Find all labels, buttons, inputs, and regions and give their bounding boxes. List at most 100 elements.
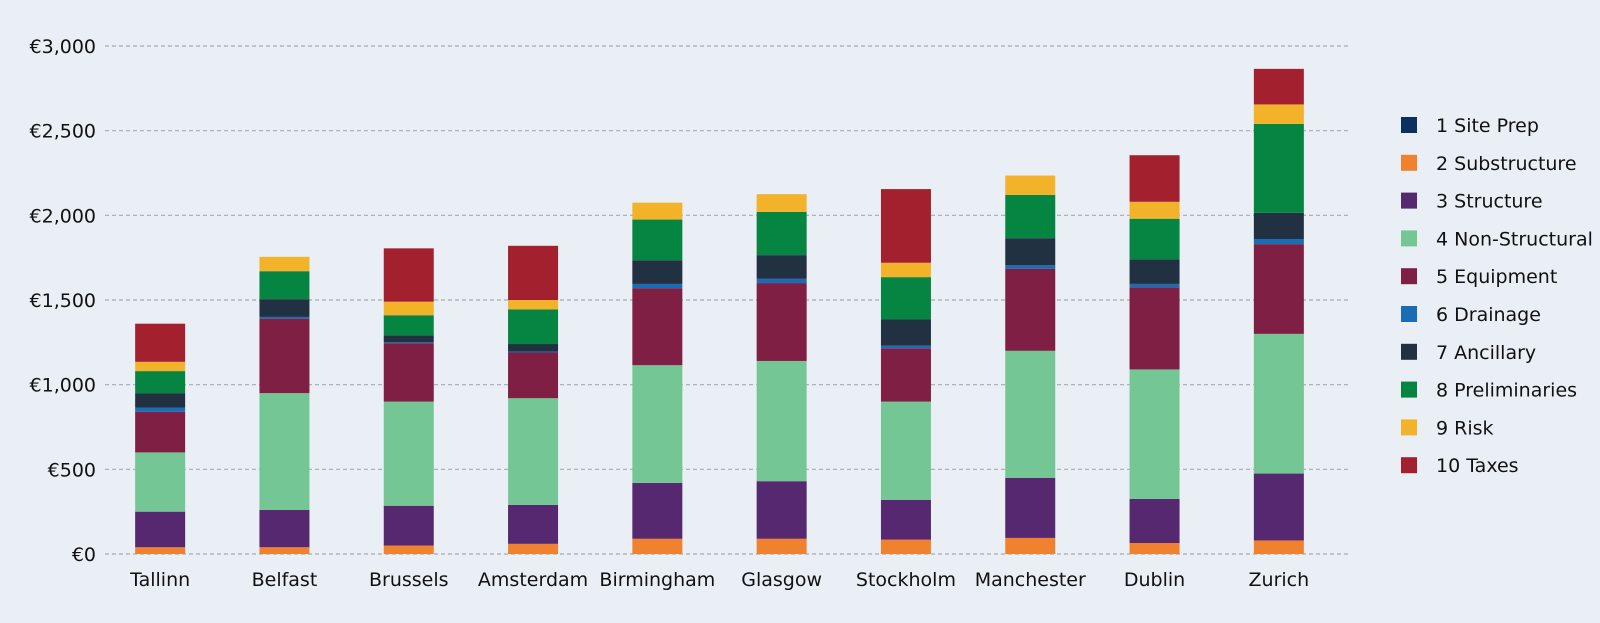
bar-segment-manchester-2[interactable] (1005, 537, 1056, 554)
legend-item[interactable]: 10 Taxes (1401, 455, 1519, 477)
bar-segment-zurich-2[interactable] (1253, 540, 1304, 554)
bar-segment-belfast-9[interactable] (259, 256, 310, 272)
bar-segment-amsterdam-9[interactable] (508, 300, 559, 310)
bar-segment-manchester-5[interactable] (1005, 268, 1056, 351)
legend-item[interactable]: 5 Equipment (1401, 266, 1557, 288)
bar-segment-zurich-8[interactable] (1253, 123, 1304, 213)
bar-segment-glasgow-4[interactable] (756, 360, 807, 482)
bar-segment-dublin-4[interactable] (1129, 369, 1180, 499)
bar-segment-belfast-2[interactable] (259, 547, 310, 554)
bar-segment-glasgow-3[interactable] (756, 481, 807, 539)
bar-stack-amsterdam[interactable] (508, 245, 559, 554)
bar-segment-zurich-5[interactable] (1253, 244, 1304, 334)
bar-segment-tallinn-10[interactable] (135, 323, 186, 362)
bar-segment-belfast-7[interactable] (259, 299, 310, 317)
bar-segment-belfast-8[interactable] (259, 271, 310, 300)
bar-segment-birmingham-9[interactable] (632, 202, 683, 220)
bar-stack-brussels[interactable] (383, 248, 434, 554)
bar-segment-amsterdam-4[interactable] (508, 398, 559, 505)
bar-segment-stockholm-6[interactable] (880, 345, 931, 349)
bar-segment-stockholm-2[interactable] (880, 539, 931, 554)
legend-item[interactable]: 1 Site Prep (1401, 115, 1539, 137)
bar-segment-glasgow-8[interactable] (756, 211, 807, 256)
bar-segment-dublin-2[interactable] (1129, 542, 1180, 554)
bar-segment-dublin-10[interactable] (1129, 155, 1180, 202)
bar-segment-zurich-6[interactable] (1253, 239, 1304, 245)
bar-segment-amsterdam-6[interactable] (508, 351, 559, 353)
bar-segment-zurich-7[interactable] (1253, 212, 1304, 240)
bar-segment-birmingham-6[interactable] (632, 283, 683, 289)
bar-segment-tallinn-9[interactable] (135, 361, 186, 372)
bar-stack-dublin[interactable] (1129, 155, 1180, 554)
bar-segment-dublin-6[interactable] (1129, 283, 1180, 288)
bar-segment-zurich-3[interactable] (1253, 473, 1304, 541)
bar-segment-stockholm-5[interactable] (880, 348, 931, 402)
bar-segment-tallinn-8[interactable] (135, 371, 186, 394)
bar-segment-glasgow-9[interactable] (756, 194, 807, 212)
bar-segment-zurich-10[interactable] (1253, 68, 1304, 105)
legend-item[interactable]: 6 Drainage (1401, 304, 1541, 326)
bar-segment-brussels-10[interactable] (383, 248, 434, 302)
bar-stack-stockholm[interactable] (880, 189, 931, 554)
bar-segment-amsterdam-3[interactable] (508, 504, 559, 544)
bar-segment-manchester-7[interactable] (1005, 238, 1056, 266)
bar-stack-belfast[interactable] (259, 256, 310, 554)
bar-segment-belfast-6[interactable] (259, 316, 310, 319)
bar-segment-brussels-3[interactable] (383, 505, 434, 546)
legend-item[interactable]: 3 Structure (1401, 191, 1543, 213)
bar-segment-birmingham-4[interactable] (632, 365, 683, 483)
bar-segment-amsterdam-8[interactable] (508, 309, 559, 345)
bar-segment-amsterdam-7[interactable] (508, 344, 559, 352)
bar-segment-brussels-8[interactable] (383, 315, 434, 336)
bar-segment-zurich-9[interactable] (1253, 104, 1304, 124)
bar-segment-tallinn-7[interactable] (135, 393, 186, 408)
bar-segment-belfast-5[interactable] (259, 318, 310, 394)
legend-item[interactable]: 2 Substructure (1401, 153, 1577, 175)
bar-segment-dublin-8[interactable] (1129, 218, 1180, 260)
bar-segment-birmingham-7[interactable] (632, 260, 683, 284)
bar-segment-amsterdam-10[interactable] (508, 245, 559, 300)
bar-segment-tallinn-2[interactable] (135, 547, 186, 554)
bar-stack-zurich[interactable] (1253, 68, 1304, 554)
bar-segment-manchester-9[interactable] (1005, 175, 1056, 196)
bar-segment-glasgow-7[interactable] (756, 255, 807, 279)
bar-segment-tallinn-4[interactable] (135, 452, 186, 512)
bar-segment-brussels-6[interactable] (383, 342, 434, 344)
bar-segment-birmingham-8[interactable] (632, 219, 683, 261)
bar-segment-glasgow-5[interactable] (756, 283, 807, 361)
bar-stack-tallinn[interactable] (135, 323, 186, 554)
bar-segment-glasgow-2[interactable] (756, 538, 807, 554)
bar-segment-stockholm-4[interactable] (880, 401, 931, 500)
bar-stack-glasgow[interactable] (756, 194, 807, 554)
legend-item[interactable]: 4 Non-Structural (1401, 228, 1593, 250)
bar-segment-brussels-4[interactable] (383, 401, 434, 506)
bar-segment-stockholm-10[interactable] (880, 189, 931, 263)
bar-segment-stockholm-8[interactable] (880, 277, 931, 320)
bar-segment-amsterdam-2[interactable] (508, 543, 559, 554)
bar-segment-dublin-5[interactable] (1129, 287, 1180, 370)
bar-segment-manchester-3[interactable] (1005, 477, 1056, 538)
bar-segment-brussels-7[interactable] (383, 335, 434, 343)
bar-segment-brussels-5[interactable] (383, 343, 434, 402)
bar-segment-tallinn-6[interactable] (135, 407, 186, 412)
bar-segment-manchester-6[interactable] (1005, 265, 1056, 269)
bar-segment-belfast-4[interactable] (259, 393, 310, 510)
bar-stack-manchester[interactable] (1005, 175, 1056, 554)
bar-segment-birmingham-3[interactable] (632, 482, 683, 539)
legend[interactable]: 1 Site Prep 2 Substructure 3 Structure 4 No… (1401, 115, 1593, 477)
bar-segment-birmingham-2[interactable] (632, 538, 683, 554)
bar-segment-dublin-3[interactable] (1129, 498, 1180, 543)
bar-segment-dublin-9[interactable] (1129, 201, 1180, 219)
bar-segment-zurich-4[interactable] (1253, 333, 1304, 474)
bar-segment-stockholm-7[interactable] (880, 319, 931, 346)
bar-segment-stockholm-3[interactable] (880, 499, 931, 540)
bar-stack-birmingham[interactable] (632, 202, 683, 554)
bar-segment-manchester-4[interactable] (1005, 350, 1056, 478)
legend-item[interactable]: 9 Risk (1401, 417, 1494, 439)
bar-segment-dublin-7[interactable] (1129, 259, 1180, 284)
bar-segment-brussels-2[interactable] (383, 545, 434, 554)
bar-segment-glasgow-6[interactable] (756, 278, 807, 284)
bar-segment-birmingham-5[interactable] (632, 288, 683, 366)
bar-segment-manchester-8[interactable] (1005, 195, 1056, 239)
legend-item[interactable]: 8 Preliminaries (1401, 380, 1577, 402)
